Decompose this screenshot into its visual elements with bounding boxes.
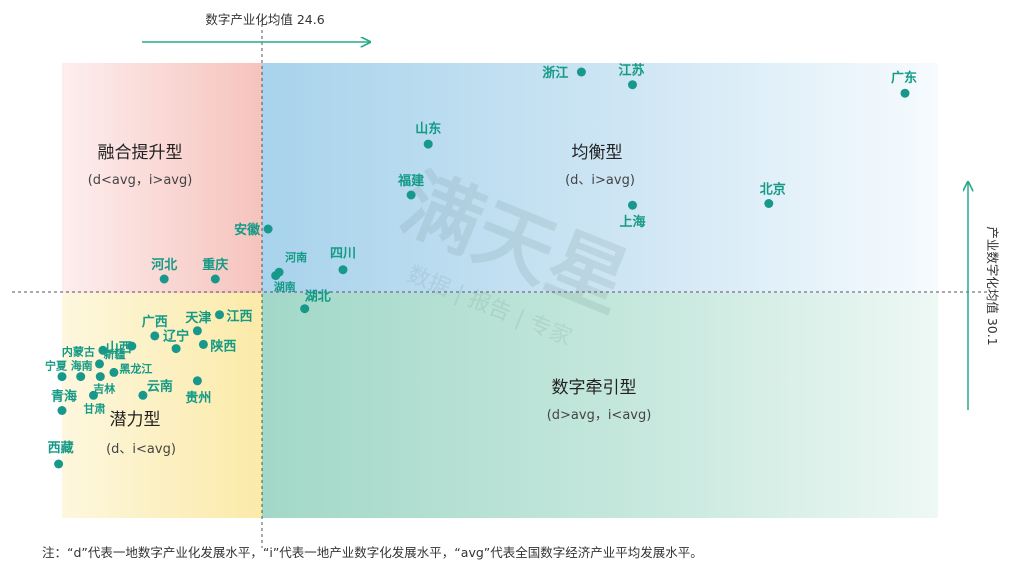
quadrant-condition-top-left: (d<avg，i>avg) — [88, 173, 193, 188]
point-label-14: 江西 — [226, 309, 252, 325]
point-20 — [98, 345, 108, 355]
point-23 — [76, 372, 86, 382]
quadrant-bg-bottom-right — [262, 293, 938, 518]
point-label-3: 山东 — [415, 121, 441, 137]
point-label-15: 天津 — [185, 310, 211, 326]
point-2 — [628, 80, 637, 90]
point-label-0: 广东 — [891, 70, 917, 86]
point-label-4: 福建 — [397, 173, 424, 189]
point-12 — [159, 274, 169, 284]
quadrant-condition-top-right: (d、i>avg) — [565, 173, 635, 188]
point-label-17: 山西 — [106, 340, 132, 356]
point-0 — [900, 88, 910, 98]
x-average-label: 数字产业化均值 24.6 — [205, 12, 324, 27]
quadrant-bg-bottom-left — [62, 293, 262, 518]
point-5 — [764, 199, 774, 208]
point-label-7: 安徽 — [234, 222, 261, 238]
point-label-13: 重庆 — [202, 257, 228, 273]
point-label-6: 上海 — [619, 214, 645, 230]
point-label-8: 四川 — [330, 247, 356, 262]
point-16 — [150, 331, 160, 341]
point-13 — [210, 274, 220, 284]
point-26 — [138, 390, 148, 400]
quadrant-condition-bottom-right: (d>avg，i<avg) — [547, 408, 652, 423]
point-22 — [57, 372, 67, 382]
point-label-22: 宁夏 — [45, 359, 68, 373]
point-19 — [198, 339, 208, 349]
point-label-26: 云南 — [147, 378, 173, 394]
point-10 — [271, 271, 281, 281]
point-label-30: 西藏 — [48, 440, 74, 456]
point-label-2: 江苏 — [618, 63, 644, 79]
point-label-19: 陕西 — [210, 338, 236, 354]
point-label-16: 广西 — [142, 314, 168, 330]
footnote: 注：“d”代表一地数字产业化发展水平，“i”代表一地产业数字化发展水平，“avg… — [42, 545, 703, 560]
point-3 — [423, 139, 433, 149]
point-29 — [57, 406, 67, 415]
point-7 — [263, 224, 273, 234]
point-label-18: 辽宁 — [163, 329, 189, 345]
point-6 — [628, 200, 637, 210]
point-30 — [54, 459, 64, 469]
point-label-29: 青海 — [51, 389, 77, 405]
point-4 — [406, 190, 416, 200]
point-24 — [109, 367, 119, 377]
quadrant-bg-top-right — [262, 63, 938, 293]
point-label-5: 北京 — [760, 182, 786, 198]
quadrant-title-bottom-left: 潜力型 — [110, 410, 161, 430]
quadrant-title-top-right: 均衡型 — [572, 143, 623, 163]
point-18 — [171, 344, 181, 354]
point-label-9: 河南 — [285, 250, 307, 264]
point-25 — [95, 372, 105, 382]
quadrant-title-bottom-right: 数字牵引型 — [552, 378, 637, 398]
quadrant-bg-top-left — [62, 63, 262, 293]
point-label-12: 河北 — [151, 257, 177, 273]
point-label-10: 湖南 — [274, 280, 296, 294]
point-label-11: 湖北 — [305, 290, 331, 305]
point-27 — [192, 376, 202, 386]
point-label-20: 内蒙古 — [62, 344, 95, 358]
point-28 — [89, 390, 98, 400]
point-8 — [338, 265, 348, 275]
point-label-21: 新疆 — [104, 347, 126, 361]
quadrant-title-top-left: 融合提升型 — [98, 143, 183, 163]
point-label-1: 浙江 — [542, 65, 568, 81]
point-label-23: 海南 — [71, 359, 93, 373]
point-17 — [127, 341, 137, 351]
point-label-27: 贵州 — [185, 390, 211, 406]
point-label-28: 甘肃 — [84, 401, 106, 415]
point-1 — [576, 67, 586, 77]
y-average-label: 产业数字化均值 30.1 — [985, 226, 1000, 345]
quadrant-condition-bottom-left: (d、i<avg) — [106, 442, 176, 457]
point-label-25: 吉林 — [93, 382, 115, 396]
point-15 — [192, 326, 202, 336]
point-11 — [300, 304, 310, 314]
point-label-24: 黑龙江 — [119, 361, 152, 375]
point-21 — [95, 359, 104, 369]
point-14 — [215, 310, 224, 320]
